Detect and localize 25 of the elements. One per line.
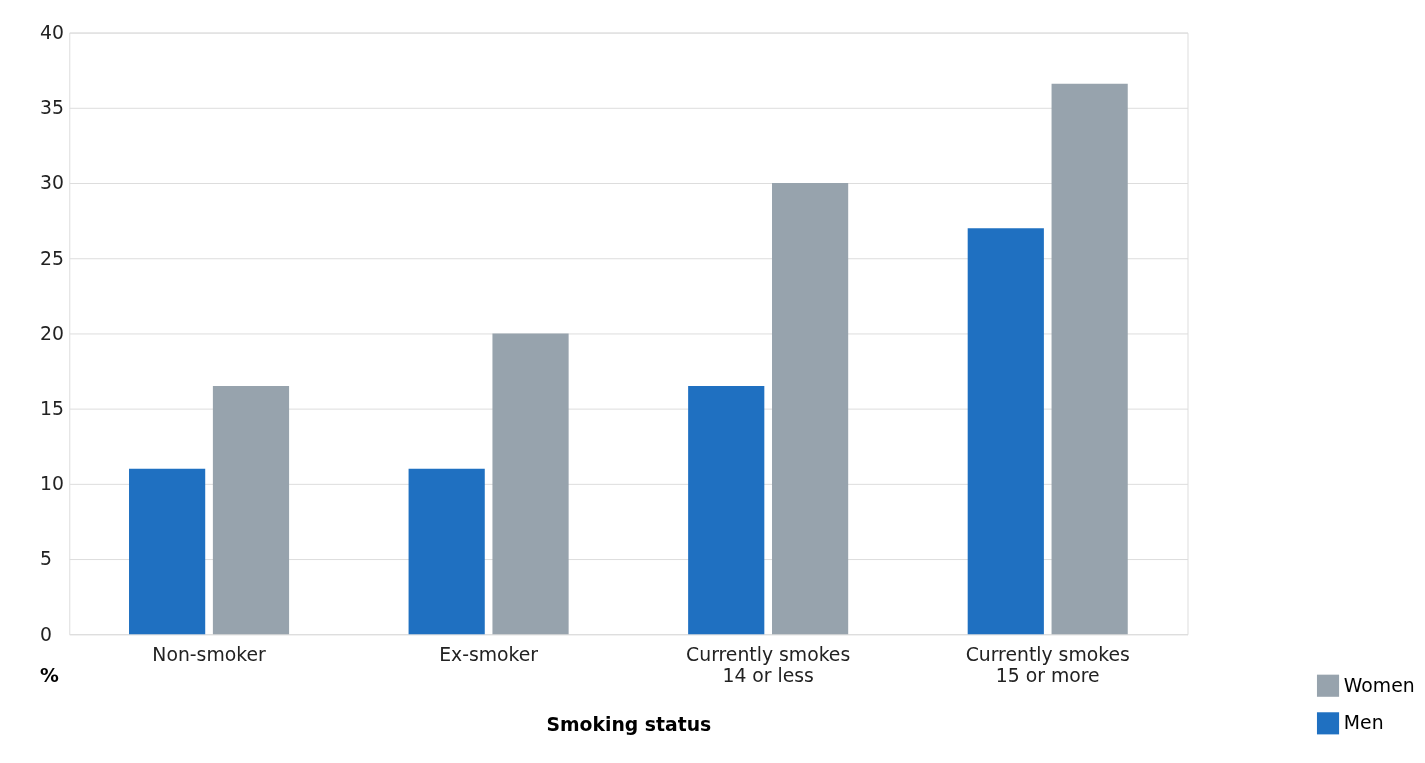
bar: [408, 468, 485, 635]
y-tick-label: 5: [40, 548, 53, 570]
bar: [1051, 83, 1128, 635]
bar: [492, 333, 569, 635]
y-tick-label: 15: [40, 398, 64, 420]
x-tick-label: Currently smokes 14 or less: [686, 644, 851, 687]
bar: [212, 386, 290, 635]
bar: [772, 183, 849, 635]
y-tick-label: 30: [40, 172, 64, 194]
legend-label: Women: [1343, 674, 1415, 696]
bar: [688, 386, 765, 635]
x-tick-label: Non-smoker: [152, 644, 266, 666]
y-tick-label: 0: [40, 623, 53, 645]
legend-label: Men: [1343, 712, 1384, 734]
x-axis-title: Smoking status: [546, 713, 712, 735]
y-tick-label: 10: [40, 473, 64, 495]
y-tick-label: 25: [40, 247, 64, 269]
y-axis-title: %: [40, 665, 60, 687]
x-tick-label: Ex-smoker: [439, 644, 539, 666]
bar: [967, 228, 1044, 635]
y-tick-label: 40: [40, 22, 64, 44]
y-tick-label: 35: [40, 97, 64, 119]
x-tick-label: Currently smokes 15 or more: [965, 644, 1130, 687]
bar: [129, 468, 206, 635]
y-tick-label: 20: [40, 322, 64, 344]
